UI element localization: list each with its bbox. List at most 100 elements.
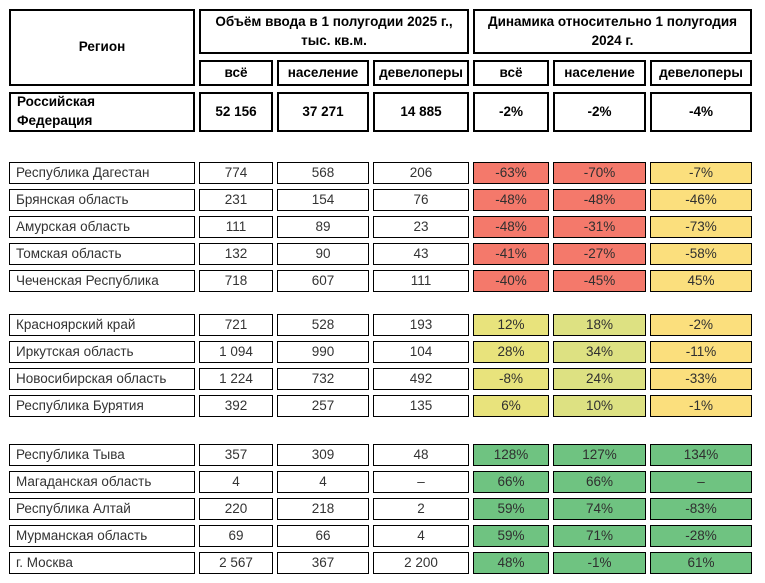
totals-dynamics-all-cell: -2% (473, 92, 549, 132)
volume-population-cell: 568 (277, 162, 369, 184)
dynamics-all-cell: -40% (473, 270, 549, 292)
volume-all-cell: 231 (199, 189, 273, 211)
dynamics-population-cell: 127% (553, 444, 646, 466)
subheader-volume-all: всё (199, 60, 273, 86)
volume-developers-cell: 4 (373, 525, 469, 547)
dynamics-population-cell: 10% (553, 395, 646, 417)
region-column-header: Регион (9, 9, 195, 86)
volume-developers-cell: 492 (373, 368, 469, 390)
dynamics-population-cell: 74% (553, 498, 646, 520)
volume-all-cell: 718 (199, 270, 273, 292)
volume-all-cell: 357 (199, 444, 273, 466)
dynamics-developers-cell: -83% (650, 498, 752, 520)
subheader-volume-developers: девелоперы (373, 60, 469, 86)
volume-population-cell: 154 (277, 189, 369, 211)
volume-all-cell: 2 567 (199, 552, 273, 574)
dynamics-developers-cell: -11% (650, 341, 752, 363)
volume-all-cell: 1 094 (199, 341, 273, 363)
dynamics-all-cell: 28% (473, 341, 549, 363)
volume-group-header: Объём ввода в 1 полугодии 2025 г., тыс. … (199, 9, 469, 54)
region-cell: Республика Бурятия (9, 395, 195, 417)
dynamics-developers-cell: -7% (650, 162, 752, 184)
volume-population-cell: 89 (277, 216, 369, 238)
volume-developers-cell: 135 (373, 395, 469, 417)
dynamics-all-cell: -48% (473, 216, 549, 238)
region-cell: Брянская область (9, 189, 195, 211)
dynamics-developers-cell: -2% (650, 314, 752, 336)
group-declining-regions: Республика Дагестан 774 568 206 -63% -70… (9, 162, 765, 292)
volume-population-cell: 367 (277, 552, 369, 574)
dynamics-all-cell: -48% (473, 189, 549, 211)
volume-population-cell: 607 (277, 270, 369, 292)
dynamics-population-cell: -70% (553, 162, 646, 184)
volume-all-cell: 132 (199, 243, 273, 265)
volume-population-cell: 990 (277, 341, 369, 363)
dynamics-all-cell: 6% (473, 395, 549, 417)
volume-population-cell: 528 (277, 314, 369, 336)
volume-developers-cell: 111 (373, 270, 469, 292)
region-cell: Амурская область (9, 216, 195, 238)
volume-developers-cell: – (373, 471, 469, 493)
volume-all-cell: 721 (199, 314, 273, 336)
volume-all-cell: 111 (199, 216, 273, 238)
volume-developers-cell: 2 (373, 498, 469, 520)
group-mixed-regions: Красноярский край 721 528 193 12% 18% -2… (9, 314, 765, 417)
dynamics-population-cell: -48% (553, 189, 646, 211)
volume-population-cell: 66 (277, 525, 369, 547)
volume-all-cell: 220 (199, 498, 273, 520)
dynamics-population-cell: 18% (553, 314, 646, 336)
dynamics-all-cell: -63% (473, 162, 549, 184)
dynamics-population-cell: -45% (553, 270, 646, 292)
volume-developers-cell: 48 (373, 444, 469, 466)
region-cell: Красноярский край (9, 314, 195, 336)
region-cell: Мурманская область (9, 525, 195, 547)
dynamics-population-cell: 24% (553, 368, 646, 390)
region-cell: Магаданская область (9, 471, 195, 493)
dynamics-developers-cell: -58% (650, 243, 752, 265)
volume-population-cell: 309 (277, 444, 369, 466)
subheader-dynamics-all: всё (473, 60, 549, 86)
volume-all-cell: 69 (199, 525, 273, 547)
region-cell: Иркутская область (9, 341, 195, 363)
region-cell: Чеченская Республика (9, 270, 195, 292)
group-growing-regions: Республика Тыва 357 309 48 128% 127% 134… (9, 444, 765, 574)
dynamics-developers-cell: 45% (650, 270, 752, 292)
volume-population-cell: 257 (277, 395, 369, 417)
volume-developers-cell: 193 (373, 314, 469, 336)
subheader-volume-population: население (277, 60, 369, 86)
volume-all-cell: 392 (199, 395, 273, 417)
subheader-dynamics-developers: девелоперы (650, 60, 752, 86)
dynamics-population-cell: -1% (553, 552, 646, 574)
dynamics-all-cell: -41% (473, 243, 549, 265)
volume-all-cell: 4 (199, 471, 273, 493)
volume-developers-cell: 2 200 (373, 552, 469, 574)
region-cell: Новосибирская область (9, 368, 195, 390)
region-cell: Республика Алтай (9, 498, 195, 520)
subheader-dynamics-population: население (553, 60, 646, 86)
dynamics-all-cell: 59% (473, 498, 549, 520)
volume-developers-cell: 104 (373, 341, 469, 363)
volume-developers-cell: 23 (373, 216, 469, 238)
table-header: Регион Объём ввода в 1 полугодии 2025 г.… (9, 9, 765, 132)
dynamics-all-cell: 59% (473, 525, 549, 547)
volume-developers-cell: 43 (373, 243, 469, 265)
volume-developers-cell: 76 (373, 189, 469, 211)
volume-developers-cell: 206 (373, 162, 469, 184)
dynamics-population-cell: -27% (553, 243, 646, 265)
totals-volume-developers-cell: 14 885 (373, 92, 469, 132)
totals-volume-all-cell: 52 156 (199, 92, 273, 132)
totals-dynamics-developers-cell: -4% (650, 92, 752, 132)
dynamics-all-cell: 12% (473, 314, 549, 336)
dynamics-population-cell: -31% (553, 216, 646, 238)
volume-population-cell: 218 (277, 498, 369, 520)
totals-dynamics-population-cell: -2% (553, 92, 646, 132)
volume-population-cell: 732 (277, 368, 369, 390)
dynamics-population-cell: 66% (553, 471, 646, 493)
volume-all-cell: 1 224 (199, 368, 273, 390)
volume-all-cell: 774 (199, 162, 273, 184)
region-cell: Республика Тыва (9, 444, 195, 466)
dynamics-developers-cell: – (650, 471, 752, 493)
dynamics-all-cell: 48% (473, 552, 549, 574)
region-cell: г. Москва (9, 552, 195, 574)
dynamics-population-cell: 71% (553, 525, 646, 547)
